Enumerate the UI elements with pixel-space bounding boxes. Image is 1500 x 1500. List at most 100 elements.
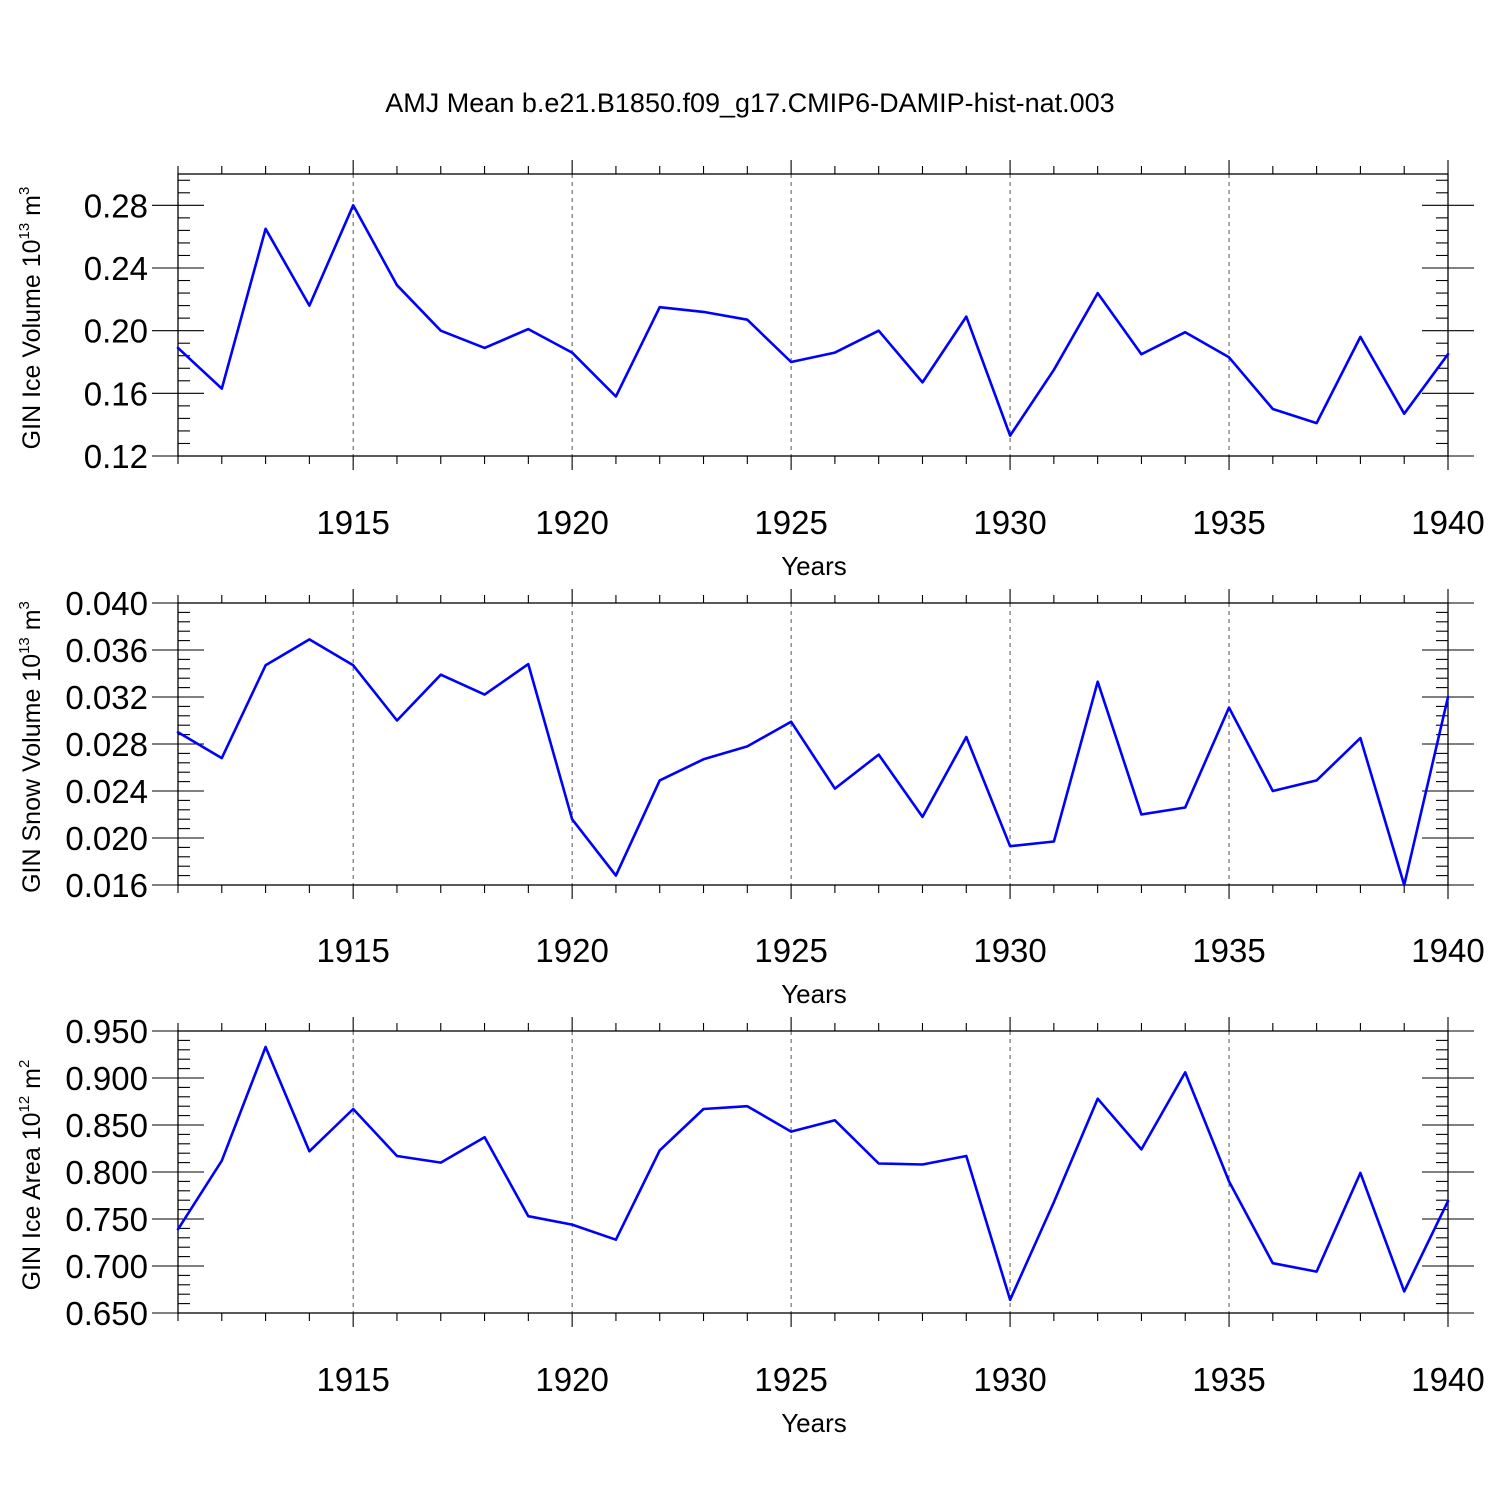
data-point: [1358, 1171, 1362, 1175]
data-point: [264, 1045, 268, 1049]
y-ticks: [152, 179, 1474, 457]
data-point: [1139, 1147, 1143, 1151]
y-axis-title-unit-exponent: 2: [16, 1060, 33, 1068]
x-tick-label: 1935: [1192, 932, 1265, 969]
data-point: [745, 744, 749, 748]
series-points: [176, 203, 1450, 437]
data-point: [1183, 806, 1187, 810]
data-point: [395, 283, 399, 287]
data-point: [1358, 335, 1362, 339]
data-point: [1402, 412, 1406, 416]
data-point: [351, 663, 355, 667]
data-point: [439, 1161, 443, 1165]
data-point: [220, 756, 224, 760]
data-point: [745, 318, 749, 322]
x-tick-label: 1930: [973, 932, 1046, 969]
x-axis-title: Years: [781, 551, 847, 581]
y-axis-title-base: GIN Ice Volume 10: [18, 239, 46, 449]
data-point: [1402, 1289, 1406, 1293]
x-axis-title: Years: [781, 1408, 847, 1438]
gridlines: [352, 1031, 1230, 1313]
x-tick-label: 1940: [1411, 504, 1484, 541]
y-axis-title-exponent: 13: [16, 223, 33, 240]
data-point: [921, 380, 925, 384]
data-point: [1008, 844, 1012, 848]
y-tick-label: 0.12: [84, 438, 148, 475]
data-point: [658, 1148, 662, 1152]
page-title: AMJ Mean b.e21.B1850.f09_g17.CMIP6-DAMIP…: [385, 88, 1114, 118]
y-tick-label: 0.016: [65, 867, 148, 904]
data-point: [570, 1223, 574, 1227]
data-point: [483, 693, 487, 697]
data-point: [702, 1107, 706, 1111]
x-ticks: [177, 1017, 1449, 1327]
data-point: [877, 329, 881, 333]
data-point: [789, 1130, 793, 1134]
x-axis-title: Years: [781, 979, 847, 1009]
y-tick-label: 0.036: [65, 632, 148, 669]
data-point: [1227, 706, 1231, 710]
data-point: [1315, 778, 1319, 782]
data-point: [614, 1238, 618, 1242]
data-point: [1139, 813, 1143, 817]
y-tick-label: 0.032: [65, 679, 148, 716]
data-point: [1227, 1179, 1231, 1183]
x-ticks: [177, 589, 1449, 899]
plot-frame: [177, 602, 1449, 886]
data-point: [1315, 1270, 1319, 1274]
data-point: [1183, 330, 1187, 334]
data-point: [614, 874, 618, 878]
data-point: [1446, 695, 1450, 699]
data-point: [307, 304, 311, 308]
y-axis-title-unit-exponent: 3: [16, 187, 33, 195]
data-point: [658, 305, 662, 309]
y-tick-label: 0.24: [84, 250, 148, 287]
data-point: [483, 1135, 487, 1139]
data-point: [307, 637, 311, 641]
x-tick-label: 1930: [973, 504, 1046, 541]
data-point: [351, 203, 355, 207]
y-axis-title: GIN Ice Area 1012 m2: [16, 1060, 46, 1291]
data-point: [526, 662, 530, 666]
y-axis-title: GIN Ice Volume 1013 m3: [16, 187, 46, 450]
data-point: [351, 1107, 355, 1111]
data-point: [1446, 352, 1450, 356]
data-point: [570, 351, 574, 355]
y-tick-label: 0.020: [65, 820, 148, 857]
data-point: [921, 1163, 925, 1167]
chart-panel-2: 0.016 0.020 0.024 0.028 0.032 0.036 0.040 1915 1…: [16, 585, 1485, 1009]
y-tick-label: 0.16: [84, 375, 148, 412]
data-point: [1096, 1097, 1100, 1101]
y-tick-label: 0.28: [84, 187, 148, 224]
y-axis-title-unit: m: [18, 1068, 46, 1096]
y-axis-title-unit-exponent: 3: [16, 601, 33, 609]
x-tick-label: 1920: [535, 1361, 608, 1398]
series-line: [176, 638, 1450, 887]
y-tick-label: 0.20: [84, 313, 148, 350]
data-point: [1008, 434, 1012, 438]
data-point: [176, 1227, 180, 1231]
y-ticks: [152, 602, 1474, 886]
series-line: [176, 204, 1450, 437]
y-tick-label: 0.750: [65, 1201, 148, 1238]
data-point: [745, 1104, 749, 1108]
data-point: [921, 815, 925, 819]
data-point: [1008, 1298, 1012, 1302]
data-point: [658, 778, 662, 782]
chart-panel-3: 0.650 0.700 0.750 0.800 0.850 0.900 0.950 1915 1…: [16, 1013, 1485, 1438]
y-tick-label: 0.024: [65, 773, 148, 810]
data-point: [964, 1154, 968, 1158]
y-tick-label: 0.900: [65, 1060, 148, 1097]
data-point: [1358, 736, 1362, 740]
data-point: [1139, 352, 1143, 356]
data-point: [614, 395, 618, 399]
data-point: [526, 1214, 530, 1218]
x-tick-label: 1925: [754, 932, 827, 969]
y-tick-label: 0.850: [65, 1107, 148, 1144]
data-point: [1446, 1199, 1450, 1203]
data-point: [570, 817, 574, 821]
data-point: [526, 327, 530, 331]
data-point: [176, 346, 180, 350]
data-point: [1096, 680, 1100, 684]
